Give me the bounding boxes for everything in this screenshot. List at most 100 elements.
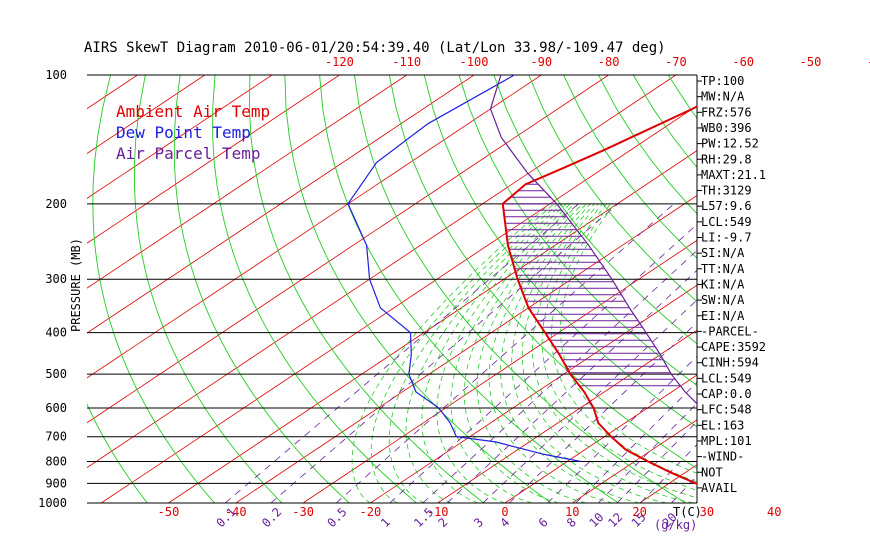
sounding-index: NOT — [701, 465, 723, 479]
top-temp-tick-label: -80 — [598, 55, 620, 69]
mixing-ratio-line — [422, 249, 697, 503]
sounding-index: LI:-9.7 — [701, 231, 752, 245]
isotherm-line — [87, 75, 273, 199]
dry-adiabat-line — [528, 75, 697, 303]
sounding-index: LCL:549 — [701, 371, 752, 385]
dry-adiabat-line — [493, 75, 697, 345]
bottom-temp-tick-label: 10 — [565, 505, 579, 519]
isotherm-line — [100, 105, 697, 503]
pressure-tick-label: 1000 — [38, 496, 67, 510]
legend-dew-point-temp: Dew Point Temp — [116, 123, 251, 142]
isotherm-line — [87, 75, 340, 244]
sounding-index: RH:29.8 — [701, 152, 752, 166]
chart-title: AIRS SkewT Diagram 2010-06-01/20:54:39.4… — [84, 40, 666, 56]
sounding-index: WB0:396 — [701, 121, 752, 135]
sounding-index: CAP:0.0 — [701, 387, 752, 401]
top-temp-tick-label: -90 — [530, 55, 552, 69]
pressure-labels: 100 200 300 400 500 600 700 800 900 1000 — [38, 68, 67, 510]
isotherm-line — [87, 75, 677, 469]
top-temp-tick-label: -70 — [665, 55, 687, 69]
mixing-ratio-line — [640, 443, 697, 503]
bottom-temp-tick-label: 30 — [700, 505, 714, 519]
top-temperature-labels: -120 -110 -100 -90 -80 -70 -60 -50 -40 — [325, 55, 870, 69]
mixing-ratio-line — [508, 321, 697, 503]
dry-adiabat-line — [458, 75, 697, 387]
pressure-tick-label: 700 — [45, 430, 67, 444]
isotherm-line — [370, 284, 697, 503]
dry-adiabat-line — [87, 403, 148, 503]
sounding-index: SW:N/A — [701, 293, 745, 307]
moist-adiabat-line — [488, 203, 613, 503]
bottom-temperature-labels: -50 -40 -30 -20 -10 0 10 20 30 40 — [158, 505, 782, 519]
diagram-grid — [87, 75, 697, 503]
bottom-temp-tick-label: -50 — [158, 505, 180, 519]
sounding-index: TP:100 — [701, 74, 744, 88]
isotherm-line — [87, 75, 407, 289]
sounding-index: MAXT:21.1 — [701, 168, 766, 182]
sounding-index: KI:N/A — [701, 277, 745, 291]
pressure-tick-label: 200 — [45, 197, 67, 211]
sounding-index: -PARCEL- — [701, 324, 759, 338]
dry-adiabat-line — [354, 75, 686, 503]
isotherm-line — [437, 329, 697, 503]
bottom-temp-tick-label: -40 — [225, 505, 247, 519]
mixing-ratio-line — [547, 355, 697, 503]
temperature-unit-label: T(C) — [673, 505, 702, 519]
dry-adiabat-line — [133, 75, 283, 503]
isotherm-line — [87, 75, 206, 155]
dry-adiabat-line — [388, 75, 697, 470]
sounding-index: L57:9.6 — [701, 199, 752, 213]
dry-adiabat-line — [248, 75, 485, 503]
pressure-tick-label: 600 — [45, 401, 67, 415]
top-temp-tick-label: -60 — [732, 55, 754, 69]
top-temp-tick-label: -40 — [867, 55, 870, 69]
dew-point-temp-line — [347, 75, 581, 463]
dry-adiabat-line — [563, 75, 697, 259]
sounding-index: CAPE:3592 — [701, 340, 766, 354]
pressure-tick-label: 900 — [45, 476, 67, 490]
pressure-tick-label: 800 — [45, 455, 67, 469]
moist-adiabat-line — [511, 203, 667, 503]
sounding-index: TT:N/A — [701, 262, 745, 276]
bottom-temp-tick-label: 0 — [501, 505, 508, 519]
top-temp-tick-label: -100 — [460, 55, 489, 69]
sounding-index: MPL:101 — [701, 434, 752, 448]
pressure-tick-label: 500 — [45, 367, 67, 381]
pressure-tick-label: 400 — [45, 326, 67, 340]
mixing-ratio-line — [335, 203, 675, 503]
bottom-temp-tick-label: 40 — [767, 505, 781, 519]
sounding-index: LFC:548 — [701, 403, 752, 417]
mixing-ratio-line — [575, 381, 697, 503]
moist-adiabat-line — [500, 203, 640, 503]
sounding-index: AVAIL — [701, 481, 737, 495]
bottom-temp-tick-label: -30 — [292, 505, 314, 519]
moist-adiabat-line — [450, 203, 575, 503]
moist-adiabat-line — [436, 203, 571, 503]
moist-adiabat-line — [463, 203, 579, 503]
top-temp-tick-label: -50 — [800, 55, 822, 69]
isotherm-line — [302, 239, 697, 503]
air-parcel-temp-line — [489, 75, 697, 405]
sounding-index: SI:N/A — [701, 246, 745, 260]
ambient-air-temp-line — [501, 105, 697, 485]
legend-ambient-air-temp: Ambient Air Temp — [116, 102, 270, 121]
top-temp-tick-label: -110 — [392, 55, 421, 69]
top-temp-tick-label: -120 — [325, 55, 354, 69]
dry-adiabat-line — [212, 75, 417, 503]
mixing-ratio-line — [389, 223, 697, 503]
moist-adiabat-line — [476, 203, 586, 503]
sounding-index: EL:163 — [701, 418, 744, 432]
isotherm-line — [87, 75, 475, 334]
dry-adiabat-line — [92, 75, 215, 503]
sounding-index: FRZ:576 — [701, 105, 752, 119]
sounding-index: PW:12.52 — [701, 137, 759, 151]
sounding-index: -WIND- — [701, 450, 744, 464]
sounding-index: MW:N/A — [701, 90, 745, 104]
mixing-ratio-line — [270, 203, 619, 503]
mixing-ratio-line — [597, 402, 697, 503]
bottom-temp-tick-label: -20 — [360, 505, 382, 519]
sounding-index: TH:3129 — [701, 184, 752, 198]
isotherm-line — [87, 75, 609, 424]
